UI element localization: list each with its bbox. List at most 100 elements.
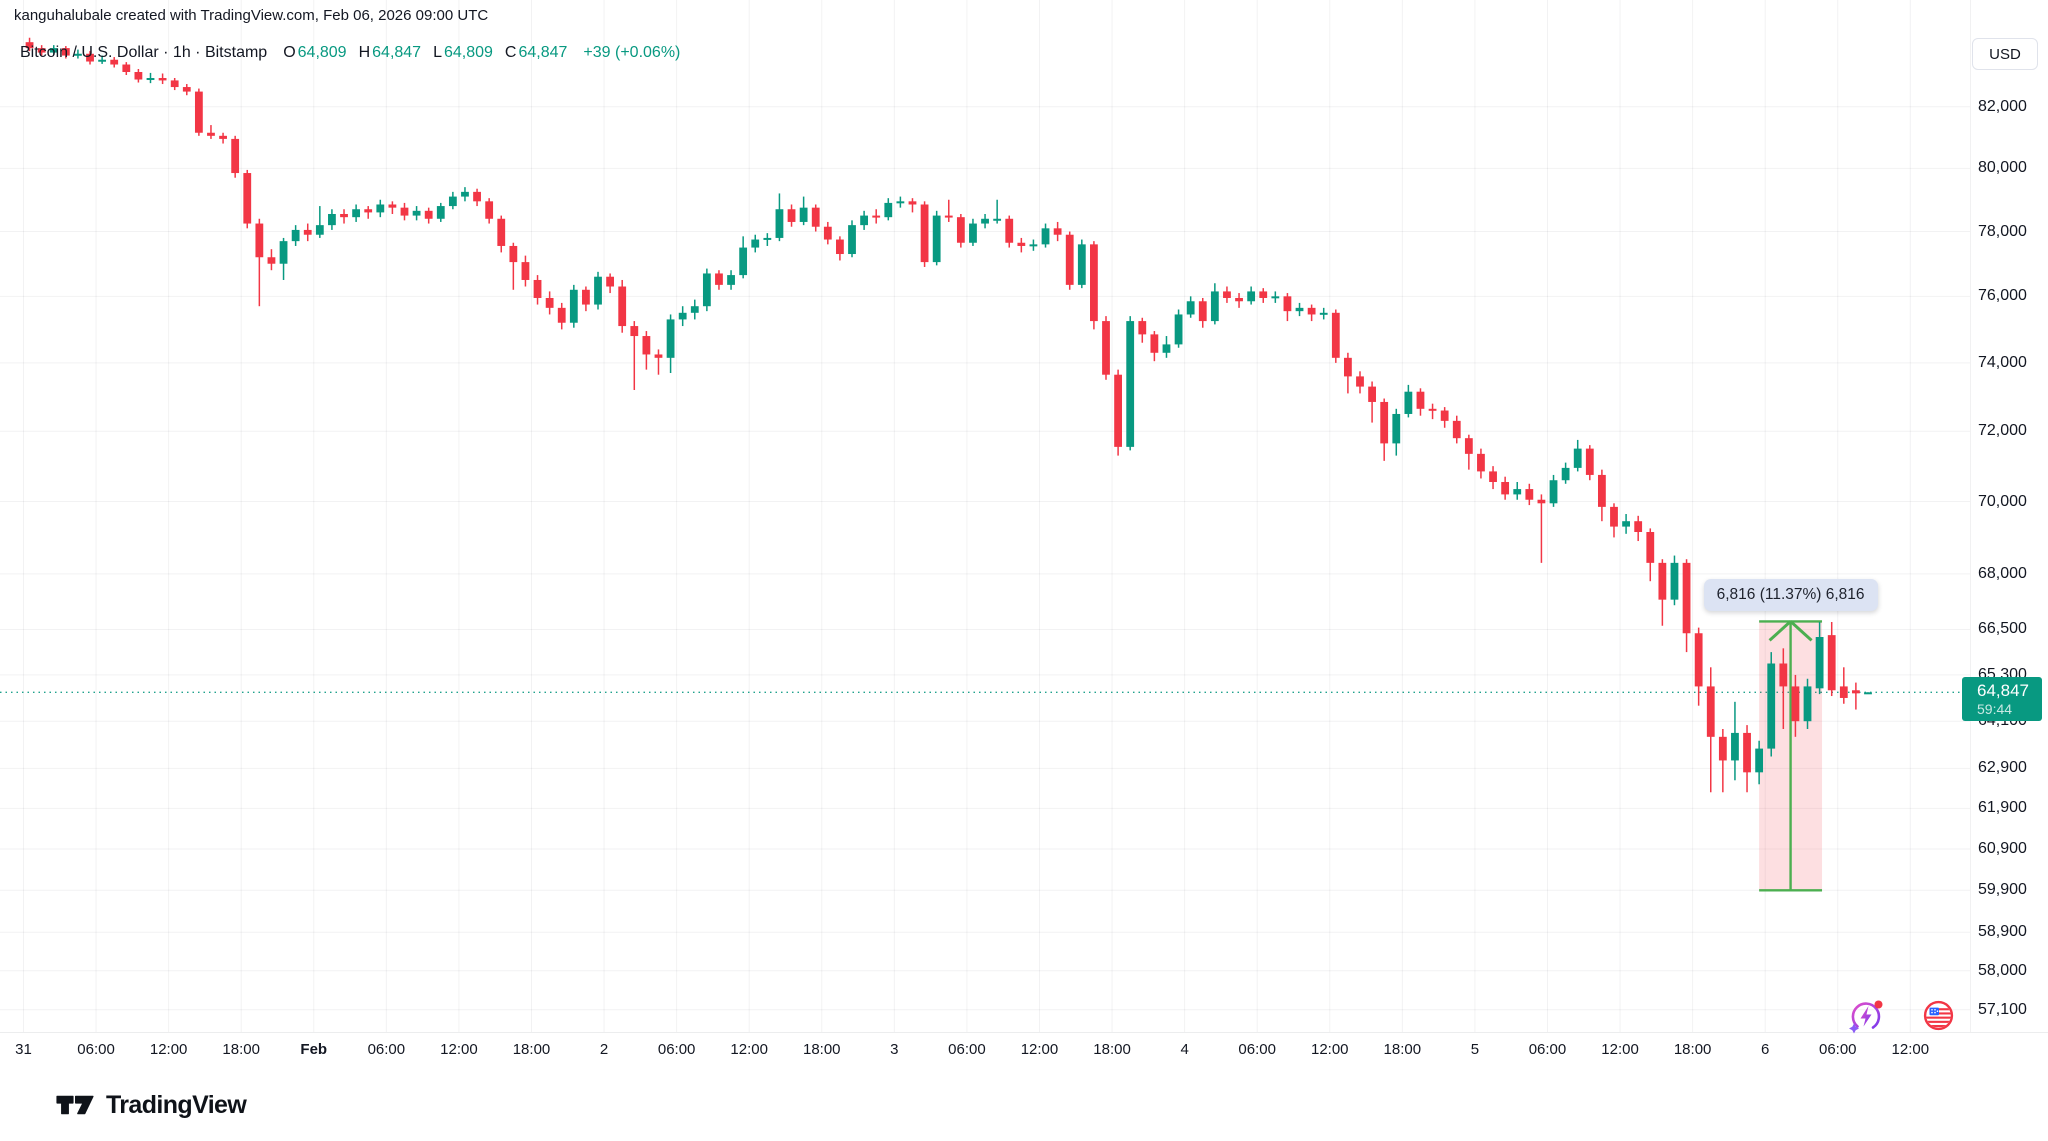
currency-button[interactable]: USD <box>1972 38 2038 70</box>
candle <box>1743 725 1751 793</box>
candle <box>642 331 651 370</box>
candle <box>461 187 469 202</box>
time-axis-label: 06:00 <box>367 1041 406 1058</box>
time-axis-label: 06:00 <box>657 1041 696 1058</box>
candle <box>594 271 602 310</box>
attribution-text: kanguhalubale created with TradingView.c… <box>14 7 489 24</box>
candle <box>388 201 397 214</box>
candle <box>1537 494 1546 563</box>
candle <box>1235 293 1243 308</box>
candle <box>1198 297 1207 328</box>
time-axis-label: 12:00 <box>1891 1041 1930 1058</box>
candle <box>678 306 687 327</box>
bar-countdown: 59:44 <box>1977 701 2013 718</box>
price-axis-label: 66,500 <box>1978 620 2027 638</box>
price-axis-label: 74,000 <box>1978 353 2027 371</box>
time-axis-label: 18:00 <box>802 1041 841 1058</box>
candle <box>1283 293 1292 322</box>
candle <box>1827 622 1836 697</box>
ai-assistant-button[interactable] <box>1847 997 1885 1035</box>
candle <box>1186 296 1195 318</box>
price-axis-label: 72,000 <box>1978 422 2027 440</box>
candle <box>1162 336 1171 358</box>
candle <box>1477 448 1485 479</box>
economic-calendar-button[interactable] <box>1923 1000 1954 1031</box>
time-axis-label: 06:00 <box>77 1041 115 1058</box>
candle <box>1295 302 1304 317</box>
candle <box>1126 316 1135 451</box>
time-axis-label: 18:00 <box>222 1041 260 1058</box>
candle <box>122 62 131 76</box>
price-axis-label: 60,900 <box>1978 839 2027 857</box>
time-axis-label: 12:00 <box>1310 1041 1349 1058</box>
candle <box>618 279 627 333</box>
price-range-drawing[interactable] <box>1759 620 1823 892</box>
price-axis-label: 61,900 <box>1978 799 2027 817</box>
candle <box>98 55 107 64</box>
time-axis-label: 06:00 <box>1528 1041 1567 1058</box>
candle <box>1489 466 1497 490</box>
candle <box>969 218 977 246</box>
candle <box>509 242 518 290</box>
candle <box>1573 439 1582 472</box>
price-axis-label: 57,100 <box>1978 1000 2027 1018</box>
candle <box>1610 503 1618 538</box>
candle <box>364 206 373 219</box>
candle <box>1102 316 1110 380</box>
candle <box>376 199 385 218</box>
candle <box>1718 729 1727 793</box>
price-axis-label: 78,000 <box>1978 222 2027 240</box>
candle <box>146 72 155 84</box>
candle <box>219 132 227 144</box>
candle <box>1271 291 1280 303</box>
candle <box>1549 474 1558 507</box>
candle <box>1150 331 1159 362</box>
candle <box>1428 403 1437 420</box>
candle <box>944 199 953 222</box>
price-axis-label: 82,000 <box>1978 97 2027 115</box>
candle <box>291 225 300 246</box>
candle <box>182 84 191 96</box>
candle <box>1392 408 1401 456</box>
price-axis-label: 59,900 <box>1978 881 2027 899</box>
candle <box>1513 481 1522 500</box>
candle <box>1755 740 1764 785</box>
candle <box>702 268 711 312</box>
sparkle-icon <box>1849 1023 1859 1034</box>
tradingview-brand-text: TradingView <box>106 1090 247 1119</box>
time-axis-label: 12:00 <box>440 1041 478 1058</box>
candle <box>400 202 409 221</box>
candle <box>267 249 276 271</box>
price-axis-label: 68,000 <box>1978 564 2027 582</box>
price-axis-separator <box>1970 0 1971 1032</box>
time-axis-label: Feb <box>300 1041 328 1058</box>
candle <box>1029 239 1038 251</box>
candle <box>315 206 324 238</box>
time-axis-label: 18:00 <box>1383 1041 1422 1058</box>
candle <box>654 349 663 375</box>
last-price-label[interactable]: 64,847 59:44 <box>1962 677 2042 722</box>
candle <box>872 209 881 224</box>
candle <box>606 273 615 294</box>
candle <box>1658 559 1667 626</box>
candle <box>1622 514 1630 534</box>
candle <box>545 291 554 315</box>
time-axis-separator <box>0 1032 2048 1033</box>
candle <box>1851 682 1860 710</box>
candle <box>1319 307 1328 320</box>
price-range-tooltip[interactable]: 6,816 (11.37%) 6,816 <box>1703 579 1878 612</box>
candle <box>194 88 203 136</box>
candle <box>1864 692 1872 695</box>
candle <box>1731 701 1739 781</box>
candle <box>473 188 481 207</box>
candle <box>993 199 1002 224</box>
price-axis-label: 58,900 <box>1978 923 2027 941</box>
candle <box>1815 622 1824 695</box>
candle <box>1585 445 1594 481</box>
candle <box>1670 555 1679 606</box>
notification-dot <box>1874 1000 1883 1009</box>
candle <box>1803 678 1812 730</box>
